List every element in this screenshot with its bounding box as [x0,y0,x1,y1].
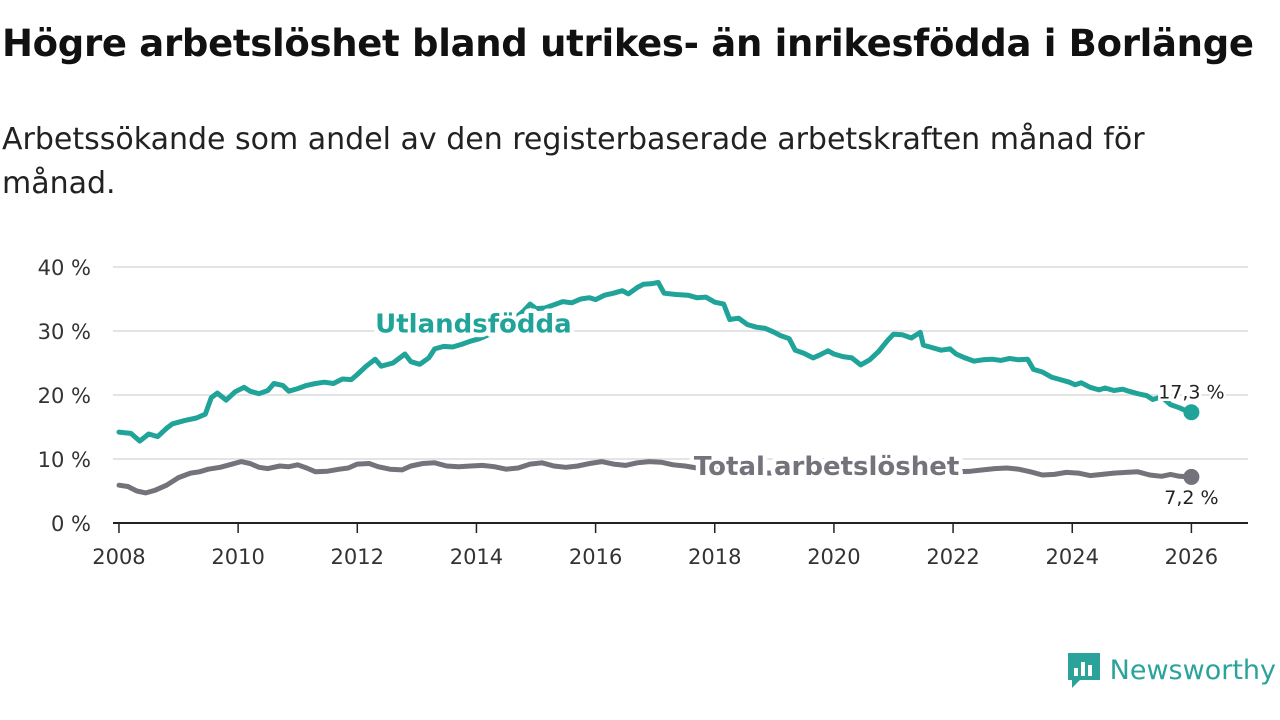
x-tick-label: 2024 [1046,545,1099,569]
series-labels: Utlandsfödda Total arbetslöshet 17,3 % 7,2 … [371,305,1227,512]
series-label-utlandsfodda: Utlandsfödda [375,309,572,339]
end-value-total-arbetsloshet: 7,2 % [1164,487,1218,509]
x-tick-label: 2016 [569,545,622,569]
series-line-utlandsfodda [116,279,1194,444]
series-line-total-arbetsloshet [116,459,1194,496]
x-tick-label: 2020 [807,545,860,569]
series-lines [116,279,1200,496]
x-tick-label: 2026 [1165,545,1218,569]
end-marker-utlandsfodda [1183,404,1200,421]
chart-title: Högre arbetslöshet bland utrikes- än inr… [2,22,1254,65]
x-axis-ticks: 2008 2010 2012 2014 2016 2018 2020 2022 2024 2026 [92,522,1248,569]
y-tick-label: 40 % [38,256,91,280]
gridlines [113,266,1248,460]
chart-subtitle: Arbetssökande som andel av den registerb… [2,122,1145,201]
y-tick-label: 10 % [38,448,91,472]
end-value-utlandsfodda: 17,3 % [1158,381,1224,403]
x-tick-label: 2012 [331,545,384,569]
y-tick-label: 30 % [38,320,91,344]
newsworthy-logo-icon [1067,653,1100,688]
y-tick-label: 0 % [51,512,91,536]
x-tick-label: 2010 [211,545,264,569]
x-tick-label: 2014 [450,545,503,569]
x-tick-label: 2022 [926,545,979,569]
end-marker-total-arbetsloshet [1183,468,1200,485]
brand-name: Newsworthy [1109,654,1276,686]
newsworthy-logo: Newsworthy [1066,650,1276,690]
y-axis-tick-labels: 0 % 10 % 20 % 30 % 40 % [38,256,91,536]
series-label-total-arbetsloshet: Total arbetslöshet [694,452,959,482]
y-tick-label: 20 % [38,384,91,408]
x-tick-label: 2008 [92,545,145,569]
x-tick-label: 2018 [688,545,741,569]
